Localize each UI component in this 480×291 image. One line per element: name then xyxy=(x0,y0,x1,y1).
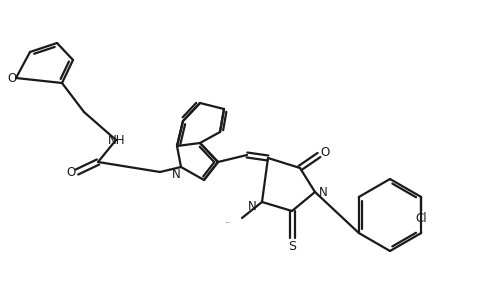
Text: NH: NH xyxy=(108,134,126,146)
Text: O: O xyxy=(66,166,76,178)
Text: Cl: Cl xyxy=(415,212,427,226)
Text: O: O xyxy=(320,146,330,159)
Text: O: O xyxy=(7,72,17,84)
Text: methyl: methyl xyxy=(226,221,230,223)
Text: N: N xyxy=(319,185,327,198)
Text: S: S xyxy=(288,240,296,253)
Text: N: N xyxy=(248,200,256,212)
Text: N: N xyxy=(172,168,180,182)
